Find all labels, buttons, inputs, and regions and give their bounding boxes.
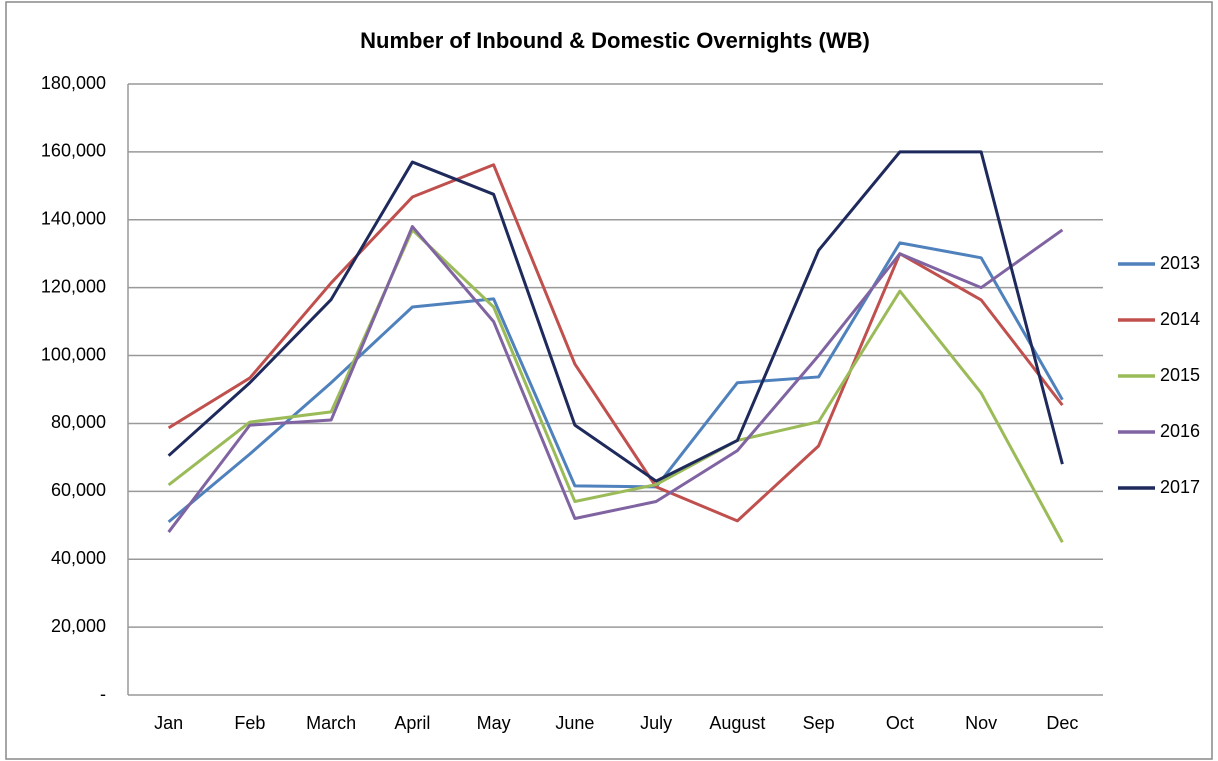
legend-label: 2014	[1160, 309, 1200, 329]
y-tick-label: 80,000	[51, 412, 106, 432]
y-tick-label: 140,000	[41, 209, 106, 229]
x-tick-label: Oct	[886, 713, 914, 733]
legend-label: 2015	[1160, 365, 1200, 385]
x-tick-label: April	[394, 713, 430, 733]
x-tick-label: July	[640, 713, 672, 733]
y-tick-label: 40,000	[51, 548, 106, 568]
y-tick-label: -	[100, 684, 106, 704]
legend-label: 2017	[1160, 477, 1200, 497]
x-tick-label: June	[555, 713, 594, 733]
y-tick-label: 160,000	[41, 141, 106, 161]
x-tick-label: Feb	[234, 713, 265, 733]
chart-title: Number of Inbound & Domestic Overnights …	[360, 28, 870, 53]
x-tick-label: Nov	[965, 713, 997, 733]
series-line	[167, 225, 1064, 533]
x-tick-label: Sep	[803, 713, 835, 733]
y-tick-label: 20,000	[51, 616, 106, 636]
x-tick-label: March	[306, 713, 356, 733]
x-tick-label: Jan	[154, 713, 183, 733]
y-tick-label: 180,000	[41, 73, 106, 93]
legend-label: 2016	[1160, 421, 1200, 441]
series-line	[167, 150, 1064, 483]
series-line	[167, 241, 1064, 524]
x-tick-label: Dec	[1046, 713, 1078, 733]
legend-label: 2013	[1160, 253, 1200, 273]
x-tick-label: May	[477, 713, 511, 733]
y-tick-label: 60,000	[51, 480, 106, 500]
series-line	[167, 228, 1064, 543]
series-line	[167, 163, 1064, 523]
y-tick-label: 120,000	[41, 276, 106, 296]
chart-frame	[5, 1, 1213, 760]
y-tick-label: 100,000	[41, 344, 106, 364]
x-tick-label: August	[709, 713, 765, 733]
